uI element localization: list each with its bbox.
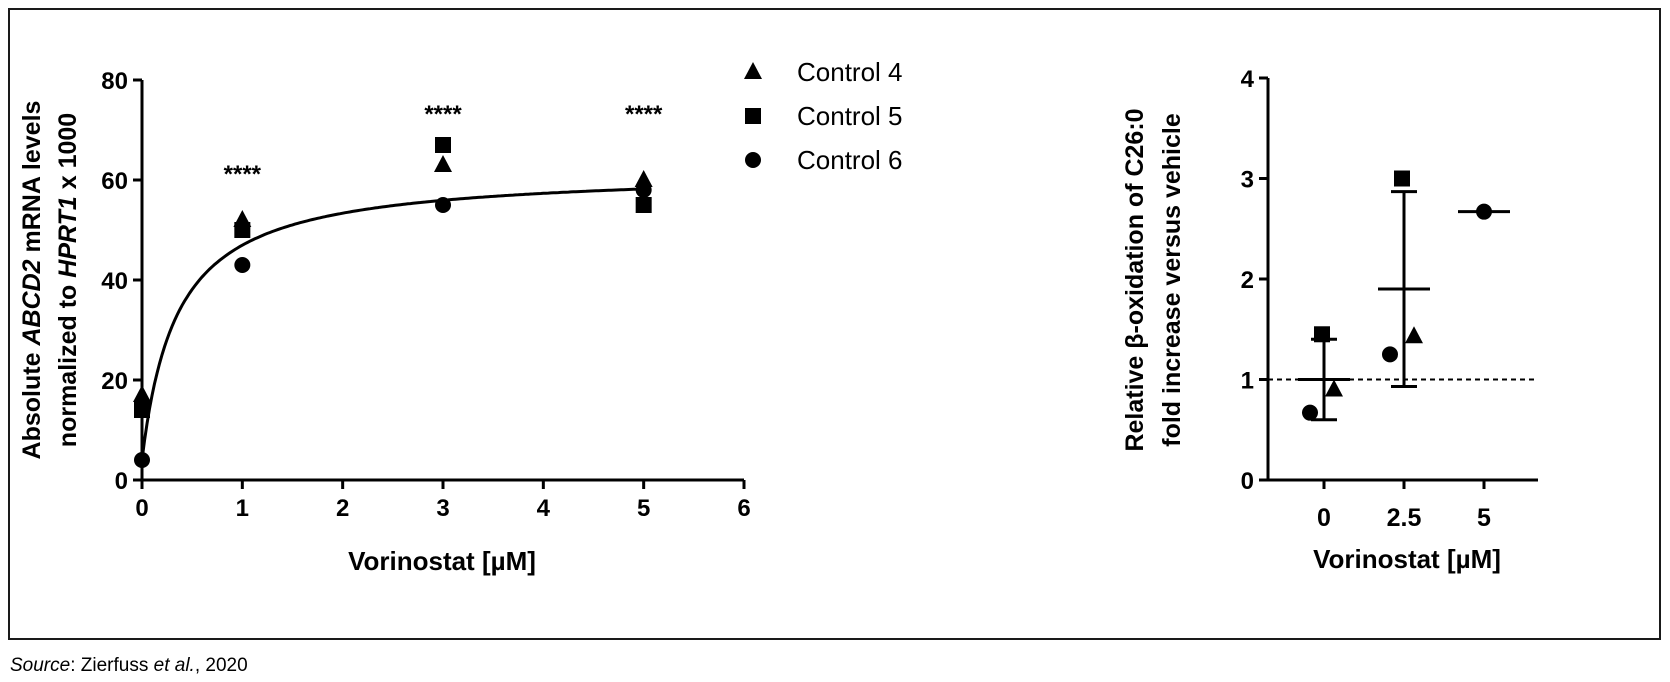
beta-ox-point-circle: [1382, 346, 1398, 363]
abcd2-x-axis-label: Vorinostat [µM]: [348, 546, 536, 576]
legend-marker-circle: [745, 152, 761, 168]
abcd2-y-tick-label: 20: [101, 368, 128, 395]
abcd2-point-square: [134, 402, 150, 418]
source-year: , 2020: [194, 655, 248, 676]
legend-label: Control 5: [797, 101, 903, 131]
beta-ox-y-tick-label: 1: [1241, 368, 1254, 395]
beta-oxidation-x-axis-label: Vorinostat [µM]: [1313, 544, 1501, 574]
beta-ox-x-tick-label: 5: [1477, 504, 1491, 532]
legend-label: Control 6: [797, 145, 903, 175]
legend-label: Control 4: [797, 57, 903, 87]
abcd2-point-square: [435, 137, 451, 153]
abcd2-point-circle: [635, 182, 652, 198]
abcd2-legend: Control 4 Control 5 Control 6: [744, 57, 903, 175]
beta-ox-y-tick-label: 4: [1241, 66, 1255, 93]
beta-ox-point-square: [1394, 170, 1410, 187]
significance-annotation: ****: [424, 101, 462, 128]
abcd2-x-tick-label: 0: [135, 495, 148, 522]
beta-ox-point-triangle: [1405, 326, 1423, 344]
abcd2-ylabel1-gene: ABCD2: [18, 259, 46, 346]
figure-frame: [8, 8, 1661, 640]
abcd2-y-tick-label: 80: [101, 68, 128, 95]
source-separator: :: [70, 655, 81, 676]
legend-marker-square: [745, 108, 761, 124]
abcd2-point-circle: [134, 452, 150, 468]
abcd2-ylabel2-part-c: x 1000: [54, 113, 82, 196]
beta-ox-y-tick-label: 3: [1241, 167, 1254, 194]
abcd2-point-square: [234, 222, 251, 238]
abcd2-x-tick-label: 2: [336, 495, 349, 522]
abcd2-point-circle: [234, 257, 251, 273]
abcd2-x-tick-label: 4: [537, 495, 551, 522]
beta-oxidation-y-axis-label-line1: Relative β-oxidation of C26:0: [1121, 108, 1149, 451]
beta-ox-y-tick-label: 0: [1241, 468, 1254, 495]
legend-marker-triangle: [744, 62, 762, 79]
beta-ox-point-circle: [1476, 203, 1492, 220]
abcd2-y-axis-label-line2: normalized to HPRT1 x 1000: [54, 113, 82, 447]
abcd2-fit-curve: [140, 187, 644, 461]
source-label: Source: [10, 655, 71, 676]
abcd2-y-axis-label-line1: Absolute ABCD2 mRNA levels: [18, 101, 46, 460]
beta-ox-x-tick-label: 2.5: [1387, 504, 1422, 532]
abcd2-point-circle: [435, 197, 451, 213]
abcd2-x-tick-label: 3: [436, 495, 449, 522]
abcd2-ylabel2-gene: HPRT1: [54, 196, 82, 278]
abcd2-point-triangle: [634, 170, 653, 187]
beta-ox-y-tick-label: 2: [1241, 267, 1254, 294]
beta-oxidation-y-axis-label-line2: fold increase versus vehicle: [1158, 113, 1186, 447]
beta-oxidation-chart: 0 1 2 3 4 0 2.5 5 Relative β-oxidation of C26:0…: [1121, 66, 1538, 574]
abcd2-point-triangle: [434, 155, 452, 172]
significance-annotation: ****: [224, 161, 262, 188]
abcd2-x-tick-label: 1: [236, 495, 249, 522]
source-citation: Source: Zierfuss et al., 2020: [10, 655, 248, 677]
beta-ox-point-square: [1314, 326, 1330, 343]
abcd2-ylabel2-part-a: normalized to: [54, 278, 82, 447]
abcd2-y-tick-label: 0: [115, 468, 128, 495]
source-author: Zierfuss: [80, 655, 154, 676]
significance-annotation: ****: [625, 101, 663, 128]
abcd2-x-tick-label: 5: [637, 495, 650, 522]
abcd2-x-tick-label: 6: [737, 495, 750, 522]
abcd2-ylabel1-part-c: mRNA levels: [18, 101, 46, 260]
abcd2-y-tick-label: 60: [101, 168, 128, 195]
beta-ox-x-tick-label: 0: [1317, 504, 1331, 532]
beta-ox-point-circle: [1302, 404, 1318, 421]
source-etal: et al.: [153, 655, 195, 676]
beta-ox-point-triangle: [1325, 379, 1343, 397]
abcd2-point-triangle: [133, 385, 151, 402]
abcd2-ylabel1-part-a: Absolute: [18, 346, 46, 460]
beta-oxidation-plot-area: 0 1 2 3 4 0 2.5 5: [1241, 66, 1538, 532]
abcd2-y-tick-label: 40: [101, 268, 128, 295]
abcd2-point-square: [635, 197, 652, 213]
